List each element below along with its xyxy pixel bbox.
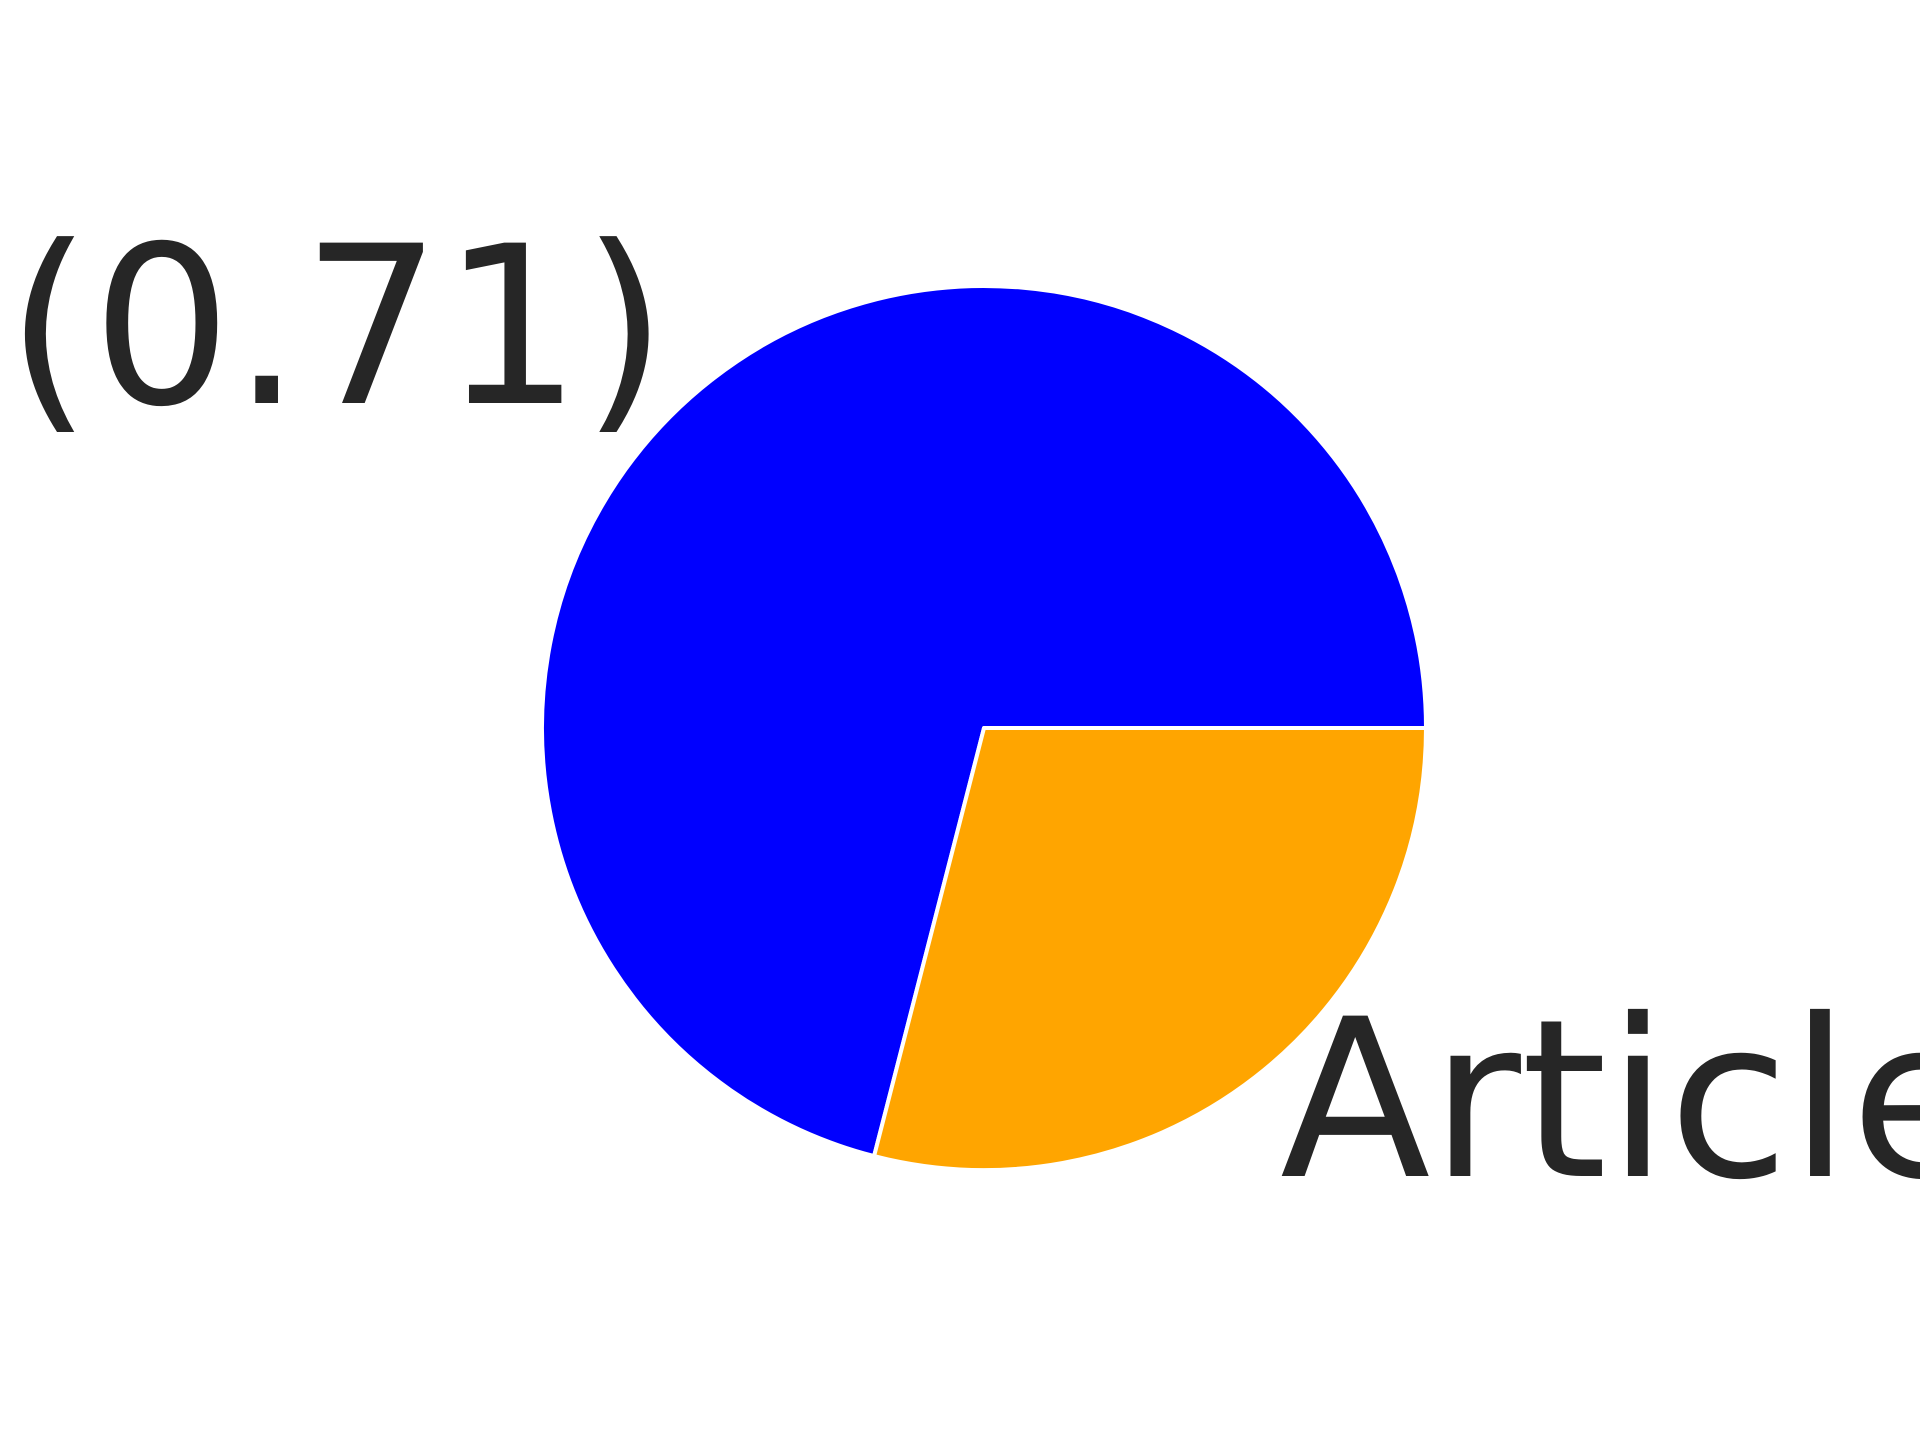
slices-layer bbox=[540, 284, 1428, 1172]
labels-layer: (0.71) Article bbox=[6, 199, 1920, 1228]
pie-slice-1 bbox=[872, 726, 1428, 1172]
pie-slice-0 bbox=[540, 284, 1428, 1159]
slice-label-0: (0.71) bbox=[6, 199, 668, 455]
slice-label-1: Article bbox=[1280, 972, 1920, 1228]
